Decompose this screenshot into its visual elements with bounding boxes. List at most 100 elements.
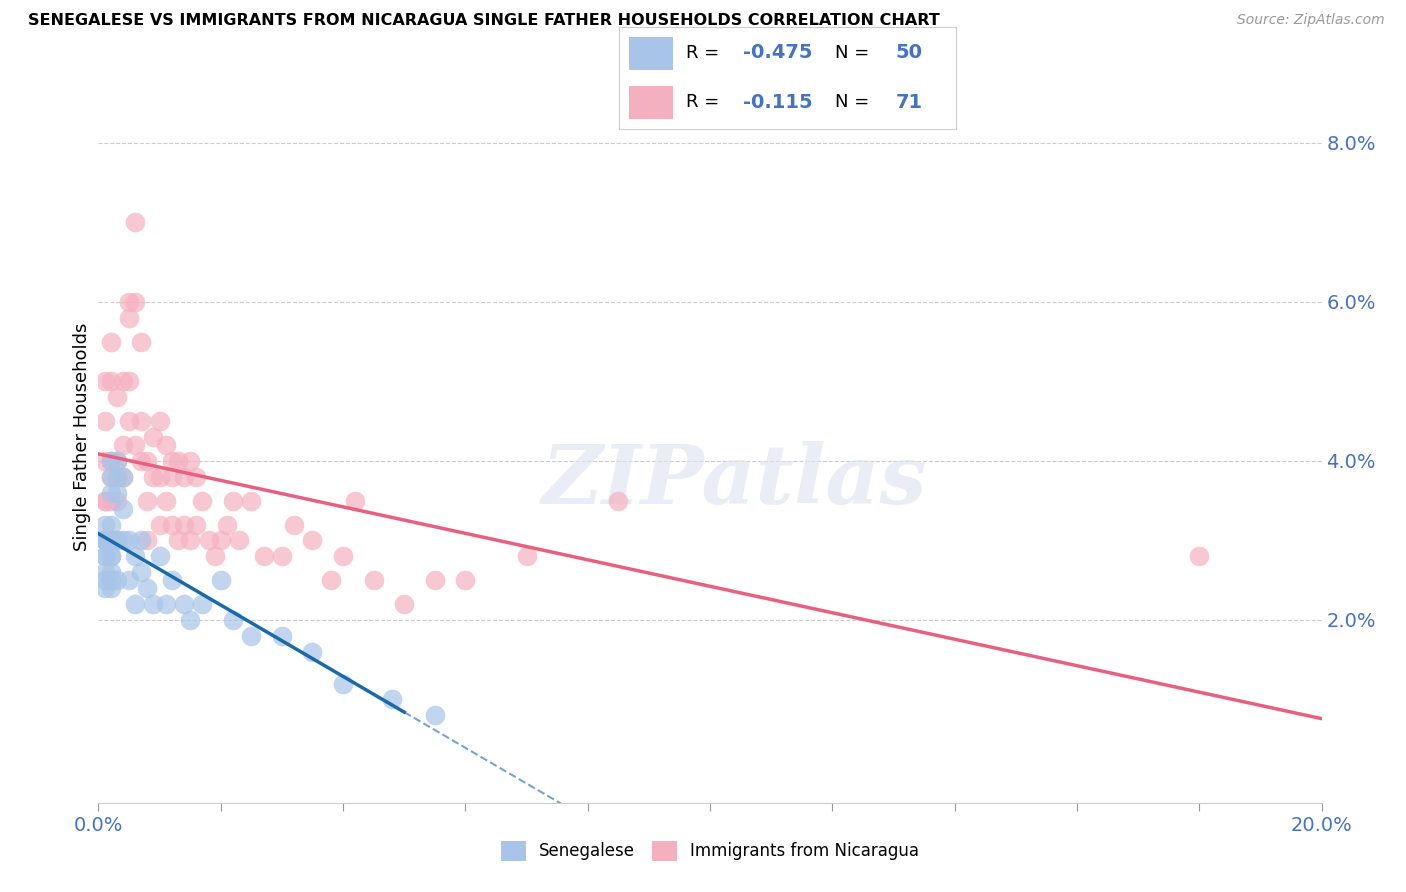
Point (179, 454, 201, 468)
Bar (628, 87, 672, 119)
Point (155, 493, 177, 508)
Point (111, 375, 134, 389)
Point (155, 438, 177, 452)
Point (111, 501, 134, 516)
Point (93, 454, 115, 468)
Legend: Senegalese, Immigrants from Nicaragua: Senegalese, Immigrants from Nicaragua (494, 834, 927, 868)
Point (105, 533, 128, 548)
Point (93, 566, 115, 580)
Text: N =: N = (835, 93, 875, 112)
Text: Source: ZipAtlas.com: Source: ZipAtlas.com (1237, 13, 1385, 28)
Point (142, 470, 165, 484)
Text: -0.115: -0.115 (744, 93, 813, 112)
Point (319, 573, 342, 587)
Point (100, 454, 122, 468)
Point (118, 310, 141, 325)
Point (516, 549, 538, 564)
Point (93, 493, 115, 508)
Point (129, 414, 152, 428)
Point (111, 470, 134, 484)
Point (149, 470, 172, 484)
Point (100, 493, 122, 508)
Point (100, 485, 122, 500)
Point (129, 334, 152, 349)
Text: R =: R = (686, 93, 731, 112)
Point (344, 493, 367, 508)
Point (100, 375, 122, 389)
Point (186, 517, 208, 532)
Point (105, 454, 128, 468)
Point (332, 676, 354, 690)
Point (93, 533, 115, 548)
Point (129, 566, 152, 580)
Point (301, 645, 323, 659)
Point (252, 549, 274, 564)
Point (111, 470, 134, 484)
Point (124, 294, 146, 309)
Point (283, 517, 305, 532)
Point (118, 294, 141, 309)
Point (118, 375, 141, 389)
Point (204, 549, 226, 564)
Point (607, 493, 630, 508)
Point (209, 533, 232, 548)
Point (160, 454, 183, 468)
Point (173, 517, 195, 532)
Point (124, 597, 146, 611)
Point (167, 454, 190, 468)
Point (129, 533, 152, 548)
Point (173, 597, 195, 611)
Point (142, 597, 165, 611)
Point (100, 549, 122, 564)
Point (423, 573, 446, 587)
Point (93, 517, 115, 532)
Point (136, 581, 159, 595)
Text: 71: 71 (896, 93, 922, 112)
Point (222, 613, 245, 627)
Point (100, 533, 122, 548)
Point (160, 517, 183, 532)
Point (118, 573, 141, 587)
Point (160, 573, 183, 587)
Point (93, 533, 115, 548)
Text: -0.475: -0.475 (744, 44, 813, 62)
Point (149, 549, 172, 564)
Point (100, 533, 122, 548)
Point (124, 215, 146, 229)
Point (173, 470, 195, 484)
Point (301, 533, 323, 548)
Point (105, 493, 128, 508)
Point (270, 549, 292, 564)
Point (93, 375, 115, 389)
Point (155, 597, 177, 611)
Point (124, 438, 146, 452)
Point (392, 597, 416, 611)
Point (191, 493, 214, 508)
Text: ZIPatlas: ZIPatlas (541, 441, 927, 521)
Point (105, 470, 128, 484)
Point (105, 390, 128, 404)
Point (129, 454, 152, 468)
Point (191, 597, 214, 611)
Point (228, 533, 250, 548)
Point (100, 334, 122, 349)
Point (136, 533, 159, 548)
Point (93, 549, 115, 564)
Point (93, 533, 115, 548)
Point (105, 470, 128, 484)
Point (100, 454, 122, 468)
Point (93, 414, 115, 428)
Point (105, 485, 128, 500)
Point (111, 533, 134, 548)
Point (93, 581, 115, 595)
Point (222, 493, 245, 508)
Point (363, 573, 385, 587)
Text: N =: N = (835, 44, 875, 62)
Point (111, 438, 134, 452)
Point (179, 613, 201, 627)
Point (160, 470, 183, 484)
Text: 50: 50 (896, 44, 922, 62)
Point (93, 549, 115, 564)
Point (186, 470, 208, 484)
Point (167, 533, 190, 548)
